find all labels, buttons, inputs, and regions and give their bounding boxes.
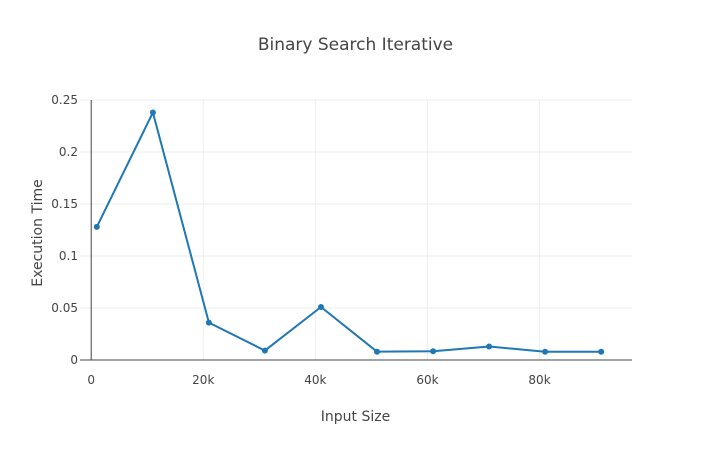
data-point[interactable] [261,347,268,354]
x-tick-label: 60k [416,373,438,387]
series-line [95,111,602,353]
x-tick-label: 80k [528,373,550,387]
tick-labels: 0 0.05 0.1 0.15 0.2 0.25 0 20k 40k 60k 80k [51,93,550,387]
axes [80,100,632,361]
y-tick-label: 0.25 [51,93,78,107]
x-tick-label: 0 [87,373,95,387]
data-point[interactable] [486,343,493,350]
gridlines [80,99,632,360]
data-point[interactable] [205,319,212,326]
x-axis-title: Input Size [321,409,390,425]
data-point[interactable] [318,304,324,310]
y-tick-label: 0 [70,353,78,367]
data-point[interactable] [598,348,605,355]
y-tick-label: 0.15 [51,197,78,211]
data-point[interactable] [149,109,156,116]
chart-title: Binary Search Iterative [258,35,453,55]
y-axis-title: Execution Time [30,179,46,286]
y-tick-label: 0.1 [59,249,78,263]
x-tick-label: 20k [192,373,214,387]
data-point[interactable] [430,348,437,355]
y-tick-label: 0.05 [51,301,78,315]
x-tick-label: 40k [304,373,326,387]
series-layer [93,109,605,355]
data-point[interactable] [374,348,380,355]
data-point[interactable] [542,348,549,355]
y-tick-label: 0.2 [59,145,78,159]
data-point[interactable] [93,223,100,230]
